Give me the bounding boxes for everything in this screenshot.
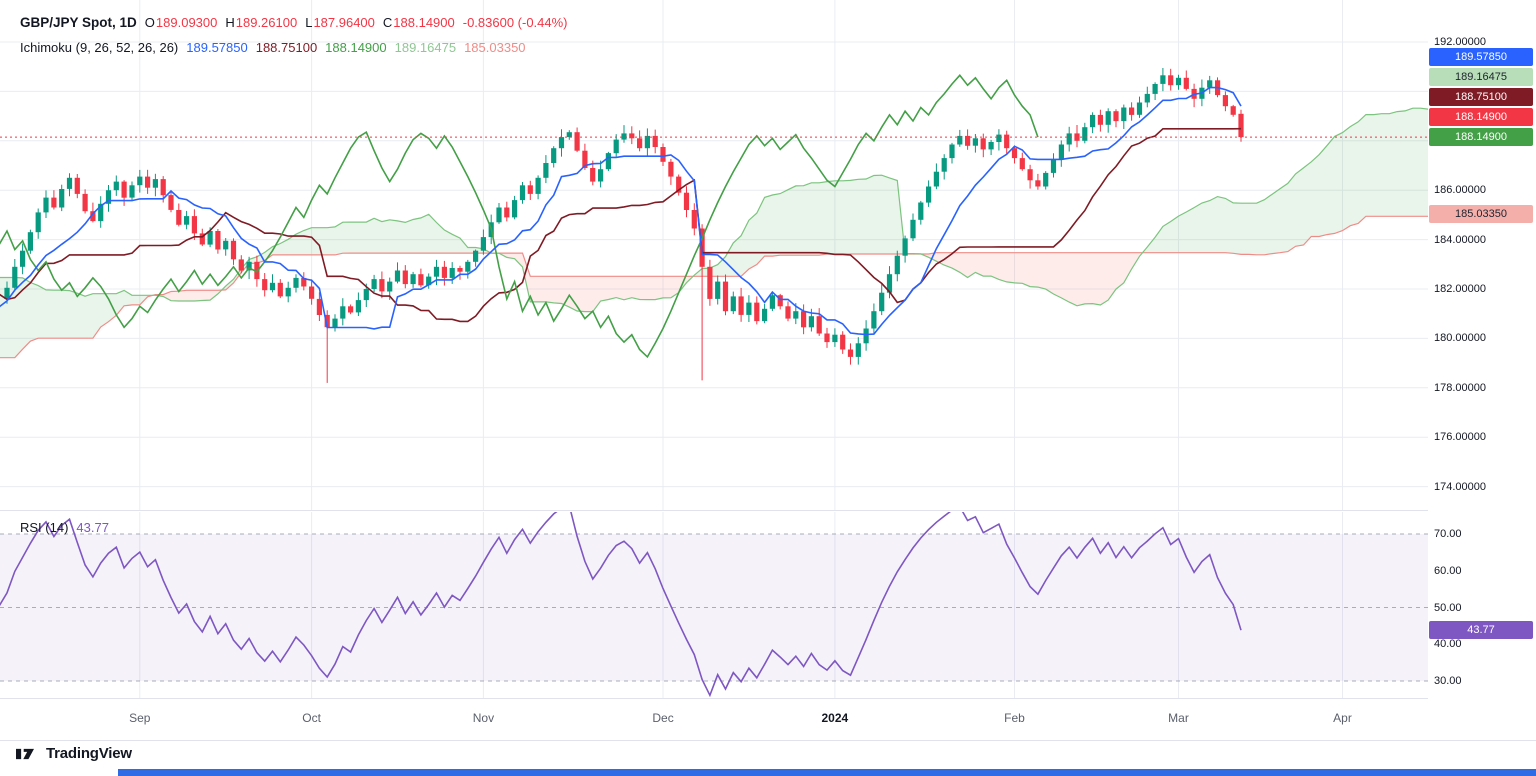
tenkan-price-label: 189.57850 [1429, 48, 1533, 67]
time-axis-label: Apr [1333, 711, 1352, 725]
symbol-title[interactable]: GBP/JPY Spot, 1D [20, 15, 137, 30]
rsi-grid [139, 512, 1343, 698]
time-axis-label: Sep [129, 711, 151, 725]
price-axis-label: 178.00000 [1434, 381, 1486, 394]
price-change: -0.83600 (-0.44%) [462, 15, 568, 30]
price-grid [0, 0, 1428, 510]
price-axis[interactable]: 192.00000 186.00000 184.00000 182.00000 180.… [1428, 0, 1536, 740]
rsi-value: 43.77 [76, 519, 109, 535]
time-axis-label: Oct [302, 711, 321, 725]
tradingview-logo-text: TradingView [46, 745, 132, 762]
ichimoku-kijun-value: 188.75100 [255, 40, 318, 55]
rsi-axis-label: 70.00 [1434, 528, 1462, 540]
price-axis-label: 174.00000 [1434, 480, 1486, 493]
senkou-b-price-label: 185.03350 [1429, 205, 1533, 224]
ohlc-close: C 188.14900 [382, 15, 455, 30]
ichimoku-senkou-a-value: 189.16475 [394, 40, 457, 55]
time-axis-label: Dec [652, 711, 674, 725]
time-axis-label: Nov [472, 711, 495, 725]
price-axis-label: 180.00000 [1434, 332, 1486, 345]
rsi-legend: RSI (14) 43.77 [20, 516, 109, 538]
ohlc-open: O 189.09300 [144, 15, 218, 30]
price-axis-label: 182.00000 [1434, 283, 1486, 295]
rsi-levels [0, 533, 1428, 682]
pane-divider-rsi-time [0, 698, 1536, 699]
ichimoku-indicator-label[interactable]: Ichimoku (9, 26, 52, 26, 26) [20, 40, 179, 55]
kijun-line [0, 127, 1242, 323]
time-axis-label: Mar [1168, 711, 1189, 725]
chart-bottom-border [0, 740, 1536, 741]
rsi-axis-label: 30.00 [1434, 675, 1462, 687]
price-chart[interactable] [0, 0, 1428, 510]
rsi-indicator-label[interactable]: RSI (14) [20, 519, 69, 535]
chikou-price-label: 188.14900 [1429, 128, 1533, 147]
senkou-a-price-label: 189.16475 [1429, 68, 1533, 87]
tradingview-logo[interactable]: TradingView [16, 745, 132, 762]
ohlc-high: H 189.26100 [225, 15, 298, 30]
rsi-line [0, 512, 1242, 698]
rsi-value-label: 43.77 [1429, 621, 1533, 640]
embed-bottom-bar [118, 769, 1536, 776]
tradingview-logo-icon [16, 746, 40, 762]
time-axis-label: 2024 [821, 711, 849, 725]
time-axis[interactable]: Sep Oct Nov Dec 2024 Feb Mar Apr [0, 699, 1428, 739]
pane-divider-main-rsi [0, 510, 1536, 511]
ichimoku-cloud [0, 108, 1428, 358]
price-axis-label: 192.00000 [1434, 36, 1486, 48]
tenkan-line [0, 86, 1242, 336]
rsi-chart[interactable] [0, 512, 1428, 698]
ohlc-low: L 187.96400 [305, 15, 375, 30]
ichimoku-chikou-value: 188.14900 [325, 40, 387, 55]
kijun-price-label: 188.75100 [1429, 88, 1533, 107]
senkou-b-line [0, 215, 1428, 359]
rsi-axis-label: 60.00 [1434, 564, 1462, 577]
ichimoku-tenkan-value: 189.57850 [186, 40, 248, 55]
price-axis-label: 176.00000 [1434, 431, 1486, 444]
last-price-label: 188.14900 [1429, 108, 1533, 127]
ichimoku-senkou-b-value: 185.03350 [464, 40, 526, 55]
symbol-legend: GBP/JPY Spot, 1D O 189.09300 H 189.26100 L… [20, 10, 568, 60]
price-axis-label: 186.00000 [1434, 184, 1486, 197]
time-axis-label: Feb [1004, 711, 1025, 725]
rsi-axis-label: 50.00 [1434, 601, 1462, 614]
price-axis-label: 184.00000 [1434, 233, 1486, 246]
rsi-axis-label: 40.00 [1434, 638, 1462, 651]
candles [4, 68, 1244, 383]
chikou-line [0, 74, 1039, 359]
